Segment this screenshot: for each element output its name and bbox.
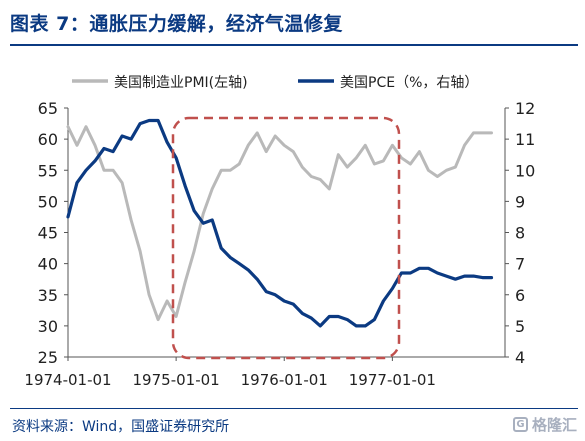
- logo-icon: G: [512, 417, 528, 432]
- y-right-tick-label: 11: [515, 130, 535, 149]
- legend-label-pmi: 美国制造业PMI(左轴): [114, 75, 248, 91]
- title-divider: [10, 44, 578, 46]
- y-left-tick-label: 35: [38, 286, 58, 305]
- y-right-tick-label: 9: [515, 192, 525, 211]
- y-left-tick-label: 45: [38, 224, 58, 243]
- y-right-tick-label: 6: [515, 286, 525, 305]
- y-left-tick-label: 50: [38, 192, 58, 211]
- highlight-box: [171, 116, 401, 360]
- y-left-tick-label: 65: [38, 99, 58, 118]
- x-tick-label: 1974-01-01: [24, 371, 111, 389]
- y-right-tick-label: 5: [515, 317, 525, 336]
- y-right-tick-label: 10: [515, 161, 535, 180]
- series-line-pce: [66, 118, 494, 328]
- y-right-tick-label: 8: [515, 224, 525, 243]
- x-tick-label: 1976-01-01: [241, 371, 328, 389]
- y-left-tick-label: 55: [38, 161, 58, 180]
- y-left-tick-label: 60: [38, 130, 58, 149]
- legend-label-pce: 美国PCE（%，右轴）: [340, 75, 478, 91]
- watermark-text: 格隆汇: [531, 416, 577, 434]
- y-right-tick-label: 12: [515, 99, 535, 118]
- chart-title: 图表 7：通胀压力缓解，经济气温修复: [10, 13, 343, 35]
- x-tick-label: 1975-01-01: [133, 371, 220, 389]
- y-right-tick-label: 7: [515, 255, 525, 274]
- y-right-tick-label: 4: [515, 348, 525, 367]
- series-line-pmi: [66, 125, 493, 322]
- y-left-tick-label: 40: [38, 255, 58, 274]
- watermark: G 格隆汇: [512, 414, 577, 435]
- source-note: 资料来源：Wind，国盛证券研究所: [12, 419, 230, 435]
- x-tick-label: 1977-01-01: [349, 371, 436, 389]
- line-chart: 2530354045505560654567891011121974-01-01…: [24, 75, 535, 389]
- source-divider: [10, 408, 578, 409]
- y-left-tick-label: 30: [38, 317, 58, 336]
- y-left-tick-label: 25: [38, 348, 58, 367]
